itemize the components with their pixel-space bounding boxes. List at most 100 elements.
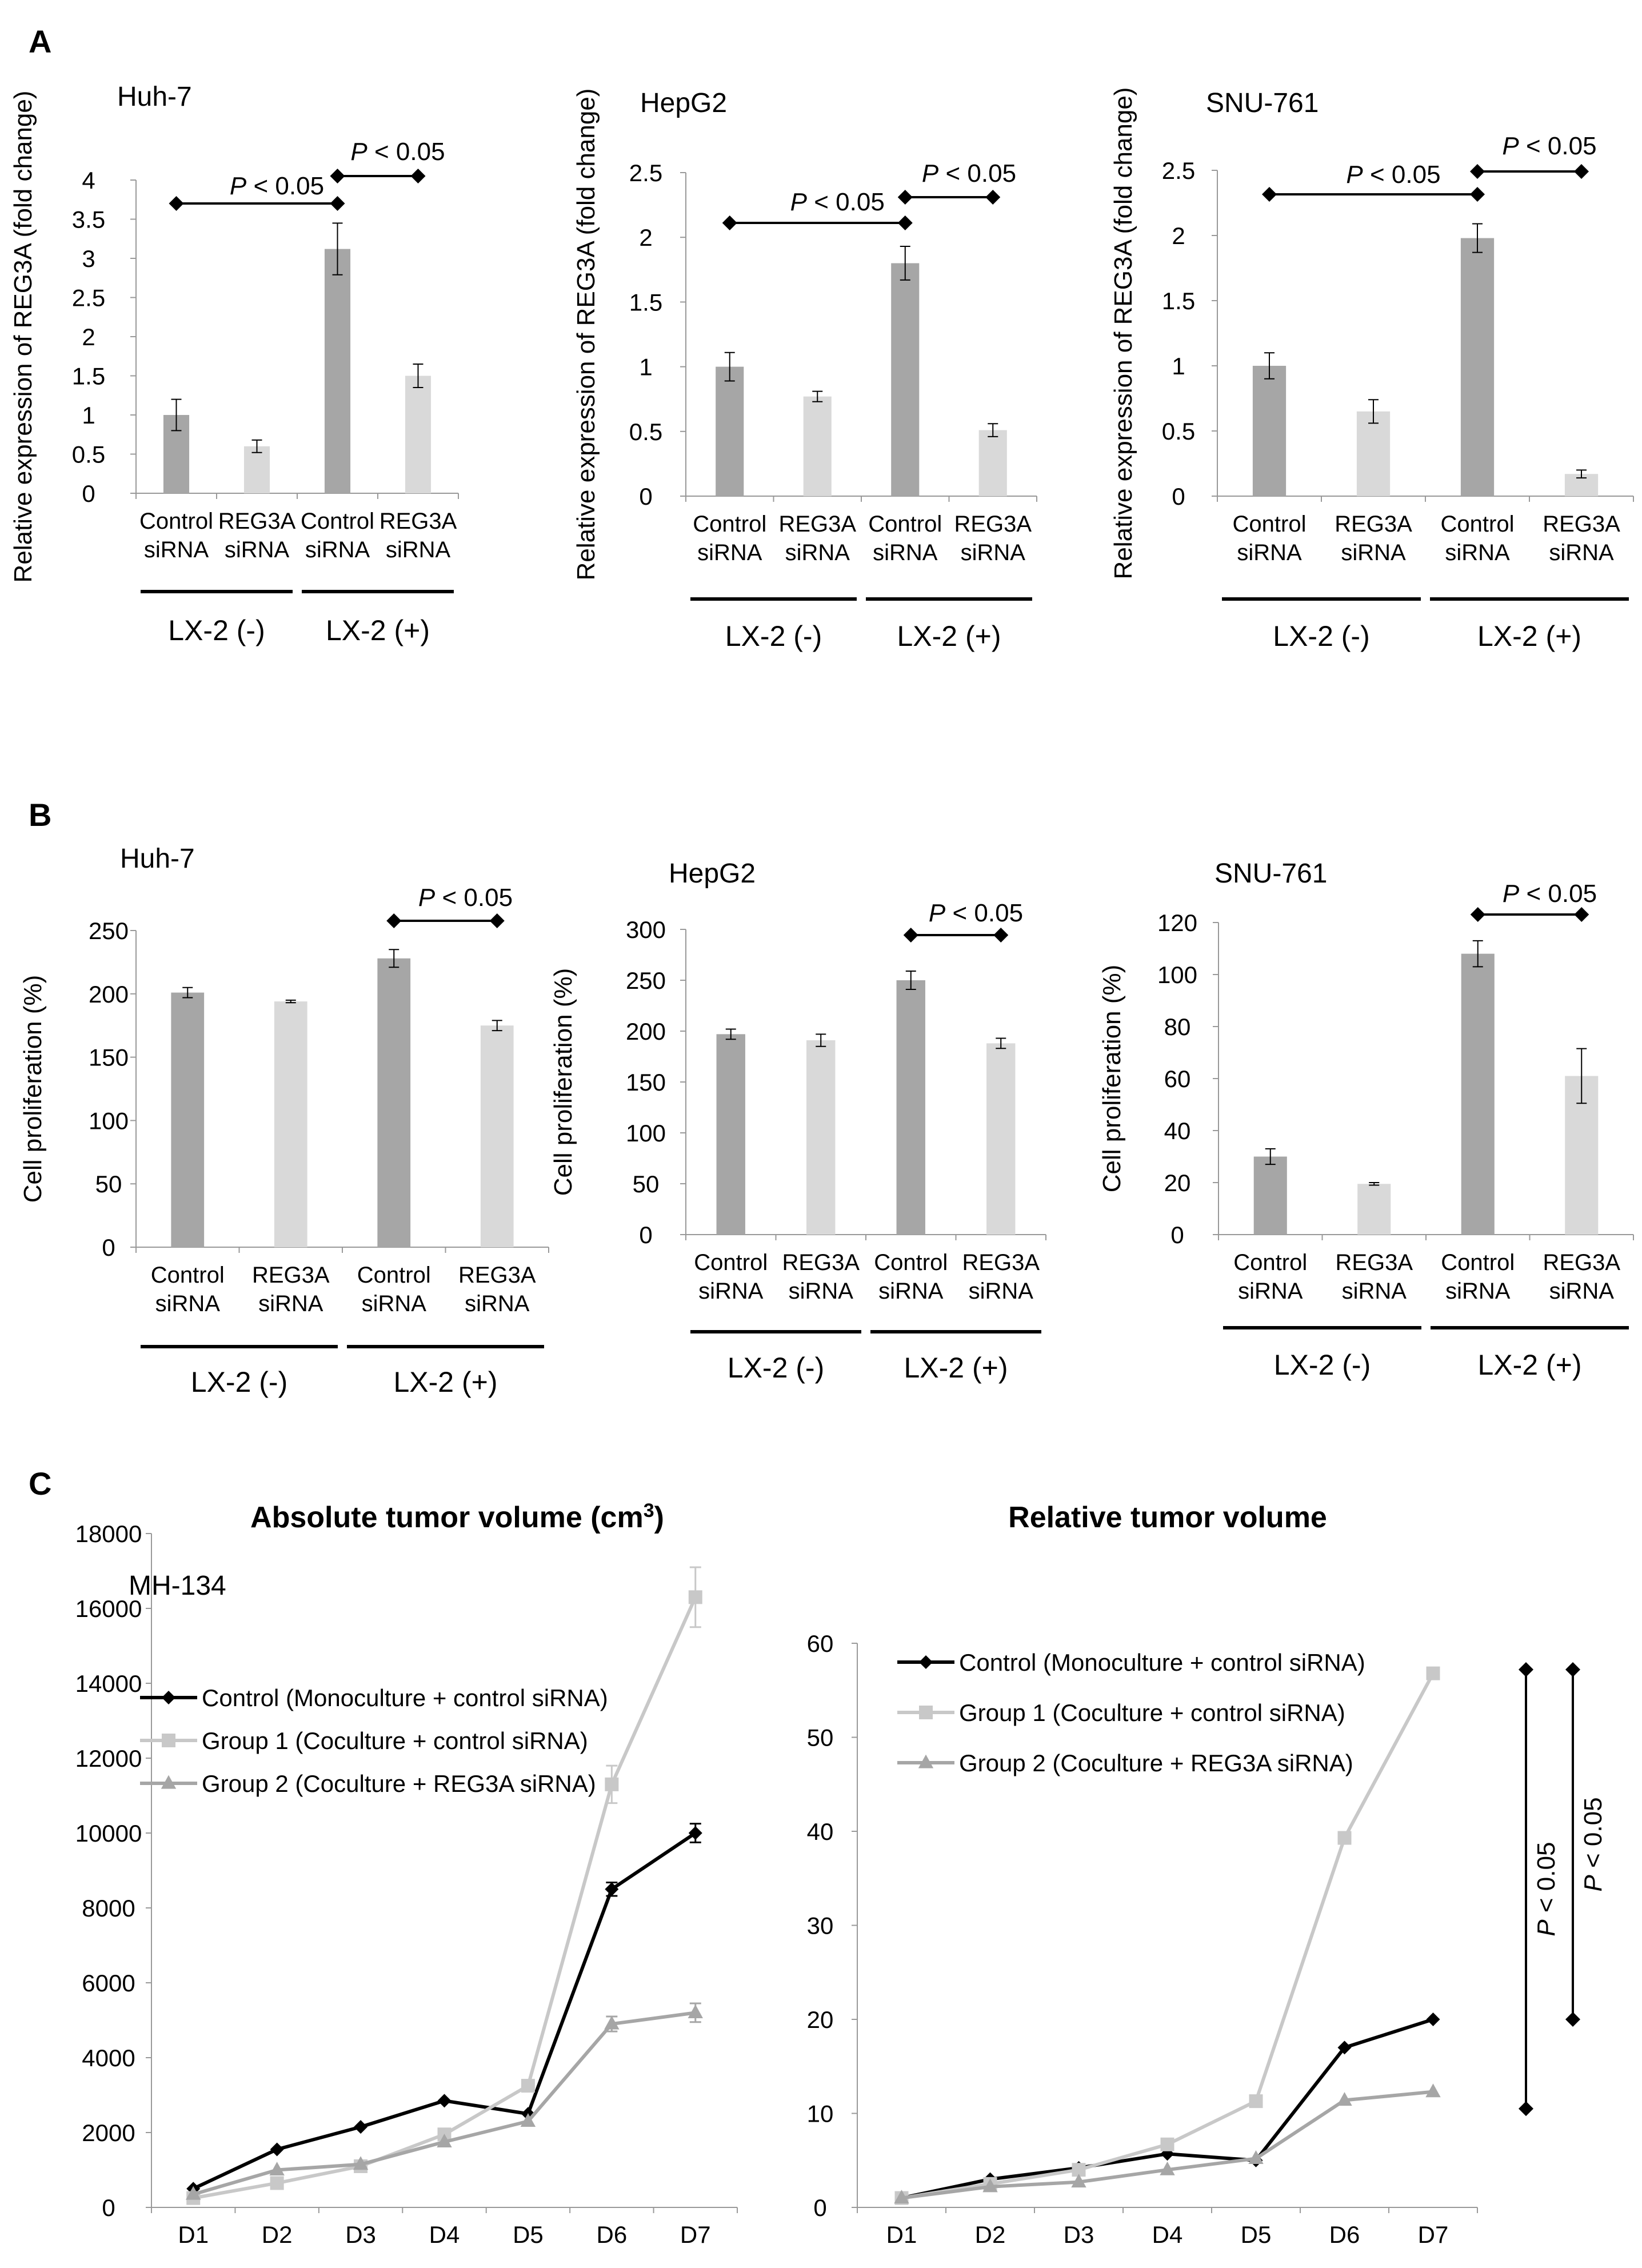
bar bbox=[480, 1025, 514, 1247]
y-tick-label: 0 bbox=[102, 1234, 115, 1261]
y-tick-label: 60 bbox=[1164, 1065, 1191, 1092]
x-tick-label: D3 bbox=[345, 2221, 376, 2248]
data-point-marker bbox=[162, 1691, 175, 1704]
chart-b-snu761: SNU-761 Cell proliferation (%) 0 20 40 60 80 10… bbox=[1098, 859, 1634, 1381]
x-tick-label: D5 bbox=[1241, 2221, 1272, 2248]
x-category-label: siRNA bbox=[225, 537, 290, 562]
x-category-label: REG3A bbox=[782, 1250, 860, 1275]
y-tick-label: 18000 bbox=[75, 1520, 142, 1547]
significance-p-letter: P bbox=[230, 172, 247, 200]
x-category-label: siRNA bbox=[362, 1291, 427, 1316]
chart-title: Huh-7 bbox=[120, 844, 195, 874]
x-category-label: Control bbox=[151, 1263, 225, 1288]
data-point-marker bbox=[269, 2162, 285, 2176]
x-tick-label: D7 bbox=[1418, 2221, 1449, 2248]
data-point-marker bbox=[270, 2176, 284, 2190]
y-tick-label: 250 bbox=[626, 967, 666, 994]
x-category-label: siRNA bbox=[1237, 540, 1302, 565]
x-category-label: REG3A bbox=[1543, 512, 1620, 537]
data-point-marker bbox=[1071, 2174, 1086, 2188]
y-tick-label: 20 bbox=[1164, 1169, 1191, 1196]
chart-title: HepG2 bbox=[669, 859, 756, 889]
x-category-label: REG3A bbox=[1335, 512, 1412, 537]
y-tick-label: 0 bbox=[639, 1221, 652, 1248]
x-category-label: REG3A bbox=[379, 509, 457, 534]
y-axis-label: Cell proliferation (%) bbox=[549, 968, 577, 1196]
x-category-label: Control bbox=[139, 509, 213, 534]
data-point-marker bbox=[521, 2079, 535, 2093]
panel-a: A Huh-7 Relative expression of REG3A (fol… bbox=[9, 23, 1634, 652]
significance-marker bbox=[897, 190, 913, 205]
x-category-label: siRNA bbox=[465, 1291, 530, 1316]
y-tick-label: 0 bbox=[102, 2194, 115, 2221]
chart-title: SNU-761 bbox=[1214, 859, 1327, 889]
significance-text: < 0.05 bbox=[945, 899, 1023, 927]
y-tick-label: 0 bbox=[639, 483, 652, 510]
y-tick-label: 60 bbox=[807, 1630, 834, 1657]
significance-marker bbox=[1574, 164, 1589, 179]
y-tick-label: 0 bbox=[1172, 483, 1185, 510]
significance-p-letter: P bbox=[350, 138, 367, 166]
bar bbox=[243, 446, 270, 493]
bar bbox=[978, 430, 1007, 496]
bar bbox=[716, 1034, 745, 1235]
significance-marker bbox=[1565, 1662, 1580, 1678]
significance-marker bbox=[1519, 2101, 1533, 2117]
data-point-marker bbox=[437, 2094, 452, 2108]
x-tick-label: D4 bbox=[1152, 2221, 1183, 2248]
data-point-marker bbox=[1425, 2083, 1441, 2098]
chart-title-superscript: 3 bbox=[644, 1500, 654, 1522]
y-tick-label: 40 bbox=[807, 1818, 834, 1845]
significance-p-letter: P bbox=[790, 188, 808, 216]
data-point-marker bbox=[520, 2113, 536, 2127]
group-label: LX-2 (+) bbox=[1477, 1349, 1581, 1381]
significance-marker bbox=[386, 913, 402, 928]
significance-text: < 0.05 bbox=[807, 188, 885, 216]
x-tick-label: D4 bbox=[429, 2221, 460, 2248]
x-category-label: siRNA bbox=[698, 1279, 764, 1304]
panel-letter-a: A bbox=[29, 23, 51, 59]
y-tick-label: 6000 bbox=[82, 1970, 135, 1997]
bar bbox=[171, 992, 205, 1247]
x-category-label: Control bbox=[1441, 512, 1515, 537]
y-tick-label: 0 bbox=[813, 2194, 826, 2221]
significance-p-letter: P bbox=[1502, 132, 1519, 160]
y-tick-label: 0 bbox=[1170, 1221, 1184, 1248]
legend-label: Group 2 (Coculture + REG3A siRNA) bbox=[959, 1750, 1353, 1776]
data-point-marker bbox=[162, 1734, 175, 1747]
x-category-label: siRNA bbox=[1342, 1279, 1407, 1304]
x-category-label: siRNA bbox=[878, 1279, 944, 1304]
data-point-marker bbox=[604, 2015, 620, 2030]
x-tick-label: D3 bbox=[1064, 2221, 1094, 2248]
significance-text: < 0.05 bbox=[938, 159, 1016, 187]
chart-a-hepg2: HepG2 Relative expression of REG3A (fold … bbox=[572, 88, 1037, 652]
x-category-label: REG3A bbox=[778, 512, 856, 537]
significance-marker bbox=[985, 190, 1001, 205]
significance-label: P < 0.05 bbox=[1579, 1797, 1607, 1891]
y-tick-label: 100 bbox=[89, 1107, 129, 1134]
y-axis-label: Relative expression of REG3A (fold chang… bbox=[9, 91, 37, 583]
y-tick-label: 150 bbox=[89, 1044, 129, 1071]
significance-text: < 0.05 bbox=[1532, 1842, 1560, 1920]
bar bbox=[274, 1001, 307, 1247]
panel-b: B Huh-7 Cell proliferation (%) 0 50 100 150 20… bbox=[19, 797, 1634, 1398]
x-tick-label: D1 bbox=[178, 2221, 209, 2248]
y-tick-label: 0.5 bbox=[72, 441, 105, 468]
group-label: LX-2 (+) bbox=[904, 1352, 1008, 1384]
bar bbox=[1461, 953, 1495, 1235]
x-category-label: siRNA bbox=[1341, 540, 1406, 565]
data-point-marker bbox=[688, 1826, 702, 1840]
significance-label: P < 0.05 bbox=[1503, 880, 1597, 908]
x-category-label: Control bbox=[1441, 1250, 1515, 1275]
x-category-label: siRNA bbox=[1549, 1279, 1615, 1304]
y-tick-label: 250 bbox=[89, 917, 129, 944]
data-point-marker bbox=[161, 1775, 177, 1789]
y-tick-label: 50 bbox=[95, 1171, 122, 1197]
bar bbox=[377, 958, 411, 1247]
chart-title: SNU-761 bbox=[1206, 88, 1319, 118]
x-category-label: siRNA bbox=[144, 537, 209, 562]
group-label: LX-2 (-) bbox=[168, 614, 265, 646]
significance-p-letter: P bbox=[1346, 161, 1363, 189]
data-point-marker bbox=[1337, 1831, 1352, 1845]
y-tick-label: 300 bbox=[626, 916, 666, 943]
